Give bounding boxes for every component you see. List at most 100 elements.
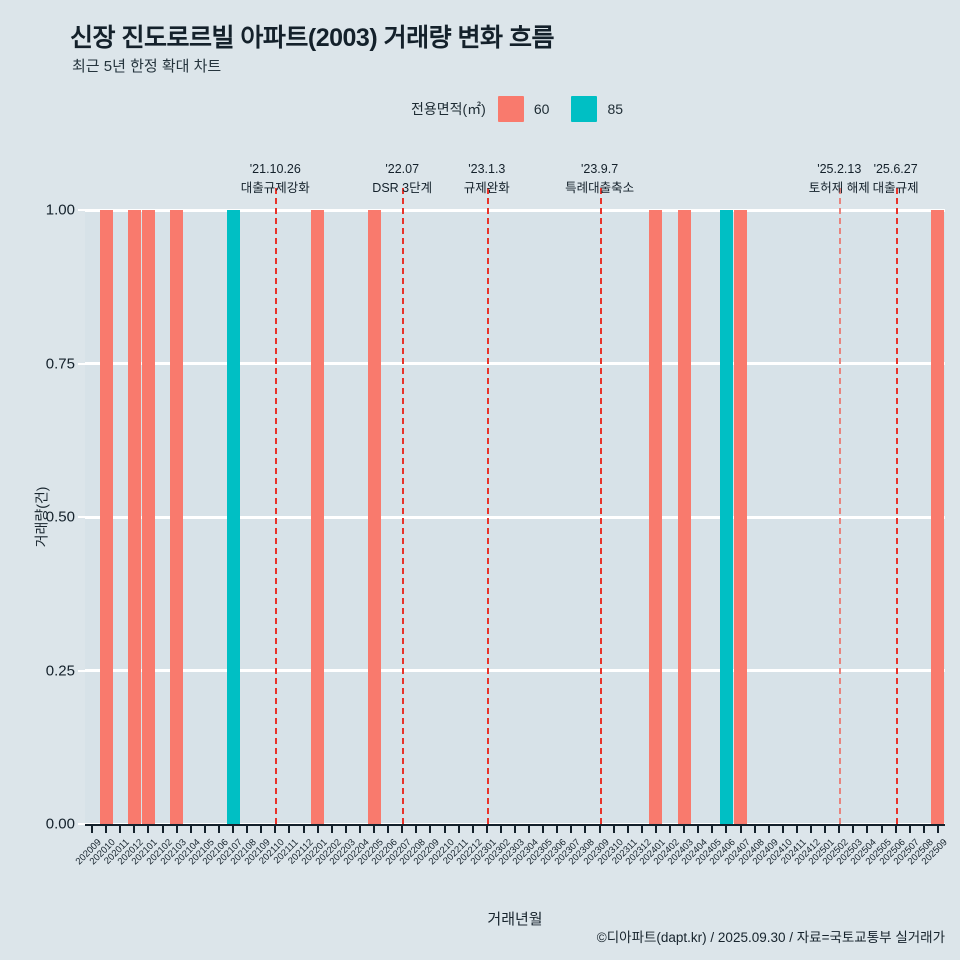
page-subtitle: 최근 5년 한정 확대 차트 — [72, 58, 222, 75]
x-tick-mark — [739, 824, 742, 833]
annotation-line-202301 — [486, 188, 489, 824]
x-tick-mark — [669, 824, 672, 833]
x-tick-mark — [824, 824, 827, 833]
x-tick-mark — [852, 824, 855, 833]
annotation-date: '23.9.7 — [581, 162, 619, 176]
x-tick-mark — [161, 824, 164, 833]
annotation-date: '23.1.3 — [468, 162, 506, 176]
x-tick-mark — [443, 824, 446, 833]
x-tick-mark — [91, 824, 94, 833]
x-tick-mark — [260, 824, 263, 833]
y-tick-label: 0.00 — [45, 815, 75, 833]
annotation-text: 토허제 해제 — [808, 181, 870, 196]
chart-legend: 전용면적(㎡) 60 85 — [411, 96, 623, 122]
x-tick-mark — [711, 824, 714, 833]
annotation-date: '22.07 — [385, 162, 420, 176]
annotation-date: '25.2.13 — [817, 162, 862, 176]
x-tick-mark — [880, 824, 883, 833]
legend-swatch-60 — [497, 96, 524, 122]
annotation-text: DSR 3단계 — [372, 181, 433, 196]
x-tick-mark — [598, 824, 601, 833]
gridline — [85, 362, 945, 365]
x-tick-mark — [654, 824, 657, 833]
x-tick-mark — [683, 824, 686, 833]
annotation-label-202502: '25.2.13 토허제 해제 — [809, 160, 870, 199]
x-axis-title: 거래년월 — [487, 911, 543, 928]
annotation-line-202207 — [402, 188, 405, 824]
bar-60-202407[interactable] — [734, 210, 748, 824]
x-tick-mark — [189, 824, 192, 833]
x-tick-mark — [415, 824, 418, 833]
x-tick-mark — [373, 824, 376, 833]
x-tick-mark — [894, 824, 897, 833]
x-tick-mark — [471, 824, 474, 833]
x-tick-mark — [697, 824, 700, 833]
legend-swatch-85 — [571, 96, 598, 122]
annotation-date: '25.6.27 — [873, 162, 918, 176]
x-tick-mark — [570, 824, 573, 833]
x-tick-mark — [514, 824, 516, 833]
footer-credit: ©디아파트(dapt.kr) / 2025.09.30 / 자료=국토교통부 실… — [596, 930, 945, 945]
annotation-date: '21.10.26 — [249, 162, 301, 176]
x-tick-mark — [274, 824, 277, 833]
x-tick-mark — [810, 824, 813, 833]
x-tick-mark — [288, 824, 291, 833]
plot-area: 거래량(건) 0.00 0.25 0.50 0.75 1.00 202009 202010… — [33, 188, 950, 928]
bar-60-202201[interactable] — [311, 210, 325, 824]
annotation-label-202110: '21.10.26 대출규제강화 — [241, 160, 310, 199]
annotation-label-202506: '25.6.27 대출규제 — [873, 160, 919, 199]
page-title: 신장 진도로르빌 아파트(2003) 거래량 변화 흐름 — [70, 24, 555, 52]
x-tick-mark — [302, 824, 305, 833]
y-tick-mark — [78, 209, 85, 211]
annotation-line-202309 — [599, 188, 602, 824]
gridline — [85, 208, 945, 212]
bar-60-202401[interactable] — [649, 210, 663, 824]
x-tick-mark — [838, 824, 841, 833]
x-tick-mark — [344, 824, 347, 833]
x-tick-mark — [640, 824, 643, 833]
x-tick-mark — [866, 824, 869, 833]
bar-85-202406[interactable] — [719, 210, 733, 824]
x-tick-mark — [542, 824, 545, 833]
annotation-line-202506 — [895, 188, 898, 824]
bar-60-202010[interactable] — [99, 210, 113, 824]
bar-60-202012[interactable] — [127, 210, 141, 824]
legend-label-85: 85 — [607, 101, 624, 117]
y-tick-label: 0.25 — [45, 662, 75, 679]
x-tick-mark — [753, 824, 756, 833]
x-tick-mark — [232, 824, 235, 833]
x-tick-mark — [358, 824, 361, 833]
x-tick-mark — [528, 824, 531, 833]
bar-60-202103[interactable] — [170, 210, 184, 824]
annotation-label-202207: '22.07 DSR 3단계 — [372, 160, 432, 199]
annotation-label-202301: '23.1.3 규제완화 — [464, 160, 510, 199]
x-tick-mark — [725, 824, 728, 833]
x-tick-mark — [908, 824, 911, 833]
bar-85-202107[interactable] — [226, 210, 240, 824]
x-tick-mark — [133, 824, 136, 833]
gridline — [85, 515, 945, 519]
x-tick-mark — [387, 824, 390, 833]
x-tick-mark — [922, 824, 925, 833]
annotation-text: 규제완화 — [463, 181, 510, 196]
x-tick-mark — [626, 824, 629, 833]
x-tick-mark — [556, 824, 559, 833]
bar-60-202205[interactable] — [367, 210, 381, 824]
y-tick-mark — [78, 669, 85, 672]
x-tick-mark — [401, 824, 404, 833]
x-tick-mark — [203, 824, 206, 833]
x-tick-mark — [612, 824, 615, 833]
x-tick-mark — [429, 824, 432, 833]
y-tick-mark — [78, 823, 85, 825]
x-tick-mark — [767, 824, 770, 833]
x-tick-mark — [147, 824, 150, 833]
annotation-text: 대출규제강화 — [240, 181, 310, 196]
bar-60-202101[interactable] — [141, 210, 155, 824]
y-tick-label: 1.00 — [45, 201, 75, 219]
bar-60-202509[interactable] — [931, 210, 945, 824]
bar-60-202403[interactable] — [677, 210, 691, 824]
annotation-label-202309: '23.9.7 특례대출축소 — [565, 160, 634, 199]
y-tick-label: 0.75 — [45, 355, 75, 372]
y-tick-mark — [78, 362, 85, 365]
